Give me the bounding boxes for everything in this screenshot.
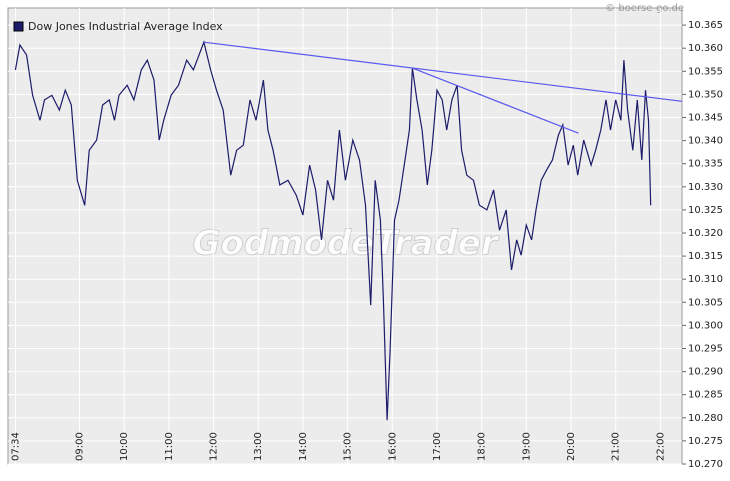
- y-tick-label: 10.305: [688, 297, 723, 308]
- x-tick-label: 09:00: [74, 432, 85, 461]
- source: © boerse-go.de: [605, 3, 684, 14]
- y-tick-label: 10.360: [688, 43, 723, 54]
- watermark: GodmodeTrader: [192, 224, 499, 264]
- y-tick-label: 10.325: [688, 205, 723, 216]
- y-tick-label: 10.345: [688, 112, 723, 123]
- x-tick-label: 15:00: [343, 432, 354, 461]
- x-tick-label: 18:00: [477, 432, 488, 461]
- x-tick-label: 11:00: [164, 432, 175, 461]
- y-tick-label: 10.275: [688, 436, 723, 447]
- series-line: [14, 40, 652, 421]
- legend-swatch: [13, 21, 24, 32]
- y-tick-label: 10.315: [688, 251, 723, 262]
- x-tick-label: 21:00: [611, 432, 622, 461]
- x-tick-label: 16:00: [387, 432, 398, 461]
- x-tick-label: 10:00: [119, 432, 130, 461]
- y-tick-label: 10.290: [688, 367, 723, 378]
- y-tick-label: 10.300: [688, 320, 723, 331]
- x-tick-label: 07:34: [10, 432, 21, 461]
- marks: [14, 40, 683, 421]
- y-tick-label: 10.350: [688, 89, 723, 100]
- x-tick-label: 19:00: [521, 432, 532, 461]
- y-tick-label: 10.335: [688, 159, 723, 170]
- trend-line: [203, 41, 683, 102]
- y-tick-label: 10.310: [688, 274, 723, 285]
- y-tick-label: 10.355: [688, 66, 723, 77]
- x-tick-label: 20:00: [566, 432, 577, 461]
- x-tick-label: 17:00: [432, 432, 443, 461]
- y-tick-label: 10.320: [688, 228, 723, 239]
- y-tick-label: 10.285: [688, 390, 723, 401]
- y-tick-label: 10.330: [688, 182, 723, 193]
- y-tick-label: 10.295: [688, 343, 723, 354]
- y-tick-label: 10.365: [688, 20, 723, 31]
- plot-area: [7, 7, 683, 465]
- y-tick-label: 10.340: [688, 136, 723, 147]
- x-tick-label: 13:00: [253, 432, 264, 461]
- x-tick-label: 22:00: [655, 432, 666, 461]
- x-tick-label: 12:00: [209, 432, 220, 461]
- x-tick-label: 14:00: [298, 432, 309, 461]
- grid: [8, 8, 682, 465]
- y-tick-label: 10.270: [688, 459, 723, 470]
- trend-line: [412, 67, 579, 134]
- y-tick-label: 10.280: [688, 413, 723, 424]
- chart-title: Dow Jones Industrial Average Index: [28, 20, 223, 33]
